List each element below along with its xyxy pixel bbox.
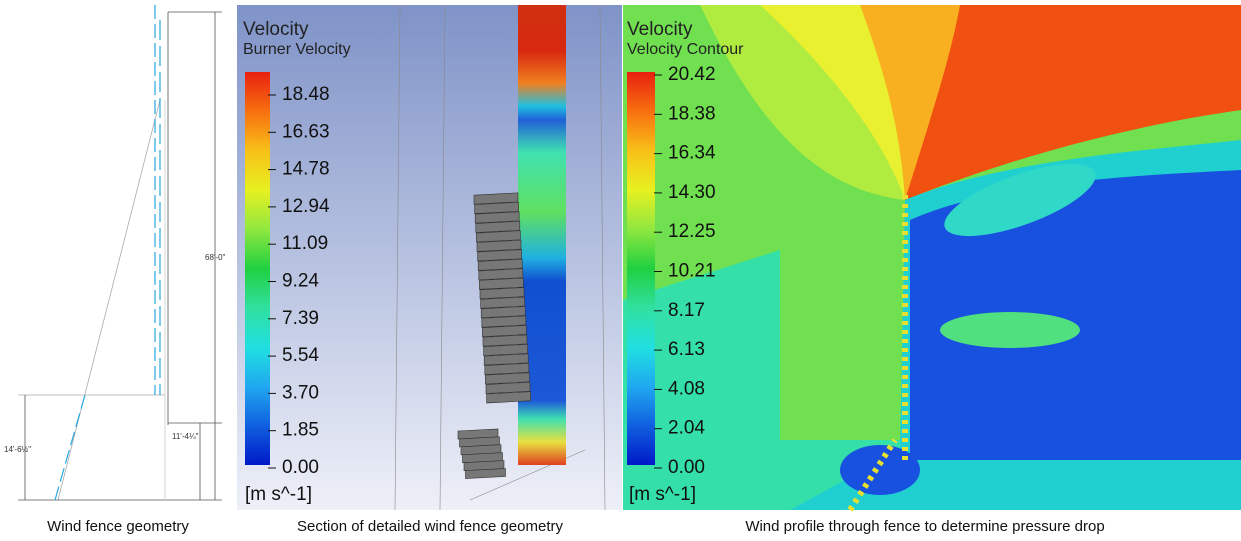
contour-plot	[623, 5, 1241, 510]
caption: Wind fence geometry	[47, 518, 189, 535]
legend-tick-label: 7.39	[282, 308, 319, 329]
legend-tick-label: 18.48	[282, 84, 330, 105]
legend-units: [m s^-1]	[629, 484, 696, 505]
legend-tick-label: 14.78	[282, 159, 330, 180]
fence-block	[487, 392, 531, 403]
legend-tick-label: 3.70	[282, 382, 319, 403]
fence-drawing	[18, 5, 222, 500]
legend-tick-label: 8.17	[668, 300, 705, 321]
legend-tick-label: 6.13	[668, 339, 705, 360]
legend-tick-label: 16.34	[668, 143, 716, 164]
legend-tick-label: 12.25	[668, 221, 716, 242]
legend-tick-label: 0.00	[282, 457, 319, 478]
fence-block	[466, 469, 506, 479]
legend-subtitle: Burner Velocity	[243, 41, 351, 58]
legend-tick-label: 2.04	[668, 418, 705, 439]
legend-tick-label: 12.94	[282, 196, 330, 217]
color-bar	[245, 72, 270, 465]
dimension-label: 68'-0"	[205, 253, 226, 262]
caption: Section of detailed wind fence geometry	[297, 518, 563, 535]
legend-tick-label: 11.09	[282, 233, 328, 254]
color-bar	[627, 72, 655, 465]
legend-tick-label: 14.30	[668, 182, 716, 203]
legend-tick-label: 5.54	[282, 345, 319, 366]
legend-units: [m s^-1]	[245, 484, 312, 505]
legend-title: Velocity	[243, 19, 309, 40]
legend-tick-label: 16.63	[282, 121, 330, 142]
legend-tick-label: 18.38	[668, 103, 716, 124]
caption: Wind profile through fence to determine …	[745, 518, 1104, 535]
legend-subtitle: Velocity Contour	[627, 41, 744, 58]
legend-tick-label: 9.24	[282, 271, 319, 292]
figure: Wind fence geometry Section of detailed w…	[0, 0, 1241, 541]
legend-tick-label: 0.00	[668, 457, 705, 478]
legend-tick-label: 10.21	[668, 261, 716, 282]
legend-tick-label: 1.85	[282, 420, 319, 441]
legend-tick-label: 20.42	[668, 64, 716, 85]
legend-tick-label: 4.08	[668, 378, 705, 399]
legend-title: Velocity	[627, 19, 693, 40]
dimension-label: 11'-4¼"	[172, 432, 199, 441]
dimension-label: 14'-6½"	[4, 445, 31, 454]
